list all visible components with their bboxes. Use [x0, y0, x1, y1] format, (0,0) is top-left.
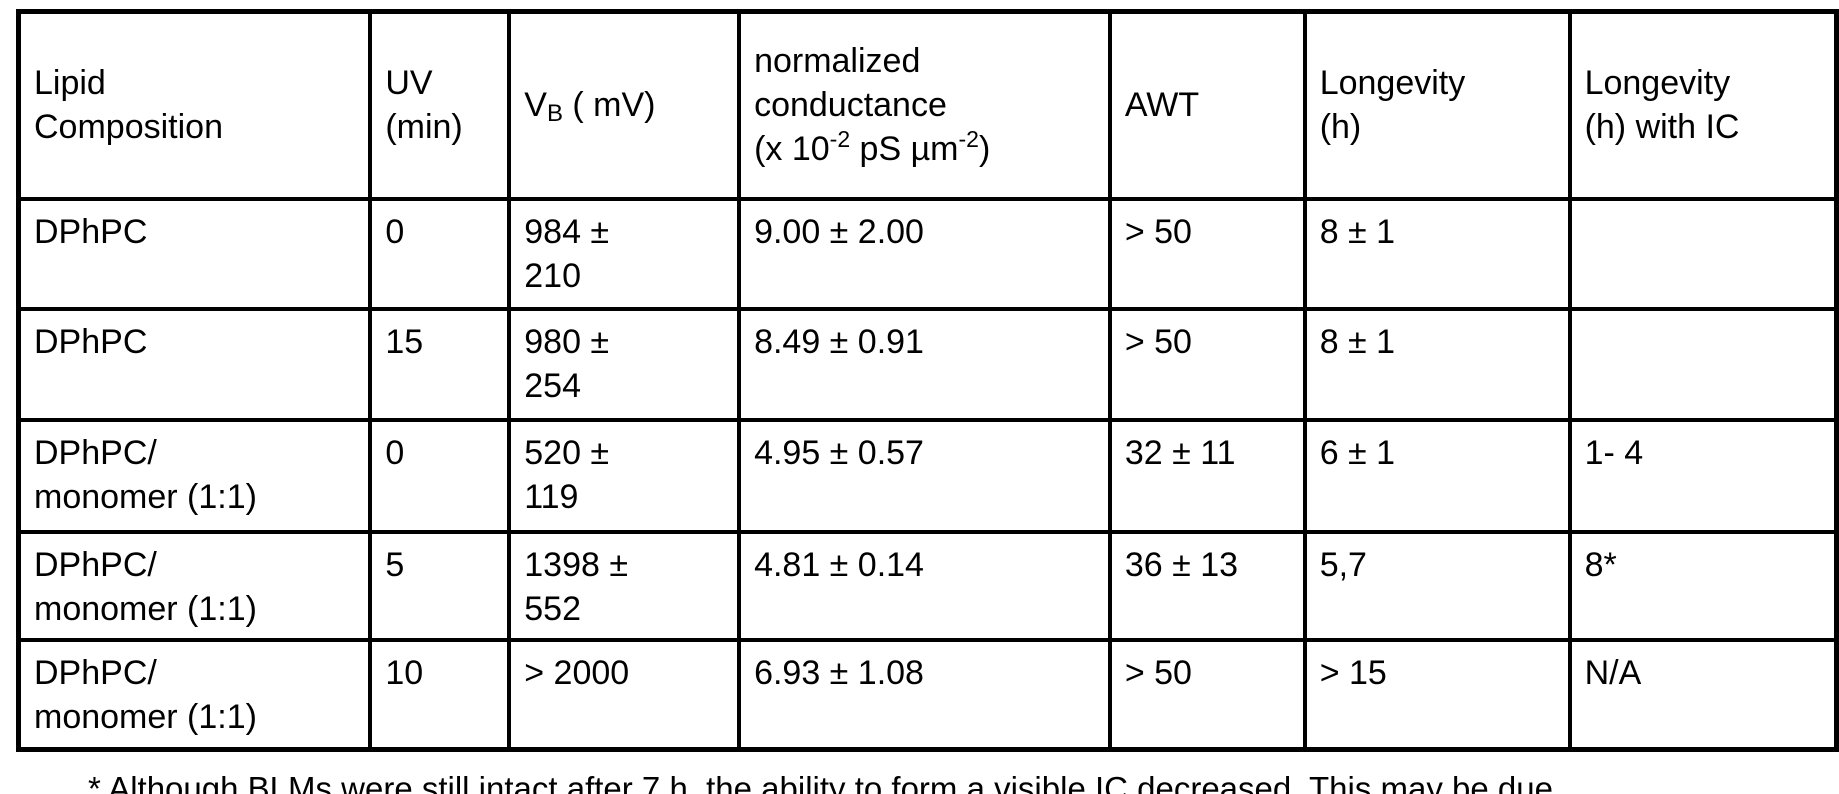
vb-subscript: B: [546, 100, 563, 128]
cell-lipid: DPhPC/ monomer (1:1): [16, 529, 373, 642]
cell-longevity-ic: 1- 4: [1567, 417, 1839, 534]
cell-awt: 36 ± 13: [1107, 529, 1307, 642]
cell-longevity: 5,7: [1302, 529, 1572, 642]
cell-conductance: 8.49 ± 0.91: [737, 306, 1112, 422]
cell-longevity: 6 ± 1: [1302, 417, 1572, 534]
conductance-exponent-2: -2: [958, 126, 979, 153]
cell-uv: 0: [368, 196, 512, 311]
header-lipid-composition: Lipid Composition: [16, 9, 373, 201]
cell-longevity: 8 ± 1: [1302, 306, 1572, 422]
cell-uv: 5: [368, 529, 512, 642]
cell-uv: 10: [368, 637, 512, 752]
table-row: DPhPC/ monomer (1:1) 5 1398 ± 552 4.81 ±…: [16, 529, 1839, 642]
table-row: DPhPC/ monomer (1:1) 0 520 ± 119 4.95 ± …: [16, 417, 1839, 534]
cell-awt: > 50: [1107, 196, 1307, 311]
header-uv-min: UV (min): [368, 9, 512, 201]
header-longevity: Longevity (h): [1302, 9, 1572, 201]
cell-longevity-ic: 8*: [1567, 529, 1839, 642]
cell-vb: 984 ± 210: [507, 196, 742, 311]
vb-symbol: V: [524, 86, 547, 125]
lipid-composition-table: Lipid Composition UV (min) VB ( mV) norm…: [16, 9, 1839, 752]
cell-lipid: DPhPC: [16, 306, 373, 422]
cell-awt: > 50: [1107, 306, 1307, 422]
cell-conductance: 9.00 ± 2.00: [737, 196, 1112, 311]
cell-awt: 32 ± 11: [1107, 417, 1307, 534]
header-awt: AWT: [1107, 9, 1307, 201]
cell-conductance: 6.93 ± 1.08: [737, 637, 1112, 752]
cell-uv: 15: [368, 306, 512, 422]
cell-longevity: 8 ± 1: [1302, 196, 1572, 311]
header-row: Lipid Composition UV (min) VB ( mV) norm…: [16, 9, 1839, 201]
cell-vb: 520 ± 119: [507, 417, 742, 534]
table-row: DPhPC 15 980 ± 254 8.49 ± 0.91 > 50 8 ± …: [16, 306, 1839, 422]
cell-vb: 1398 ± 552: [507, 529, 742, 642]
cell-vb: > 2000: [507, 637, 742, 752]
cell-lipid: DPhPC: [16, 196, 373, 311]
header-longevity-with-ic: Longevity (h) with IC: [1567, 9, 1839, 201]
cell-conductance: 4.95 ± 0.57: [737, 417, 1112, 534]
table-row: DPhPC 0 984 ± 210 9.00 ± 2.00 > 50 8 ± 1: [16, 196, 1839, 311]
cell-longevity-ic: [1567, 306, 1839, 422]
cell-vb: 980 ± 254: [507, 306, 742, 422]
header-normalized-conductance: normalized conductance (x 10-2 pS µm-2): [737, 9, 1112, 201]
vb-unit: ( mV): [562, 86, 656, 125]
cell-longevity-ic: [1567, 196, 1839, 311]
conductance-exponent-1: -2: [829, 126, 851, 153]
table-footnote: * Although BLMs were still intact after …: [88, 770, 1553, 794]
cell-conductance: 4.81 ± 0.14: [737, 529, 1112, 642]
cell-awt: > 50: [1107, 637, 1307, 752]
cell-longevity-ic: N/A: [1567, 637, 1839, 752]
cell-lipid: DPhPC/ monomer (1:1): [16, 637, 373, 752]
cell-longevity: > 15: [1302, 637, 1572, 752]
table-row: DPhPC/ monomer (1:1) 10 > 2000 6.93 ± 1.…: [16, 637, 1839, 752]
cell-lipid: DPhPC/ monomer (1:1): [16, 417, 373, 534]
header-vb-mv: VB ( mV): [507, 9, 742, 201]
cell-uv: 0: [368, 417, 512, 534]
